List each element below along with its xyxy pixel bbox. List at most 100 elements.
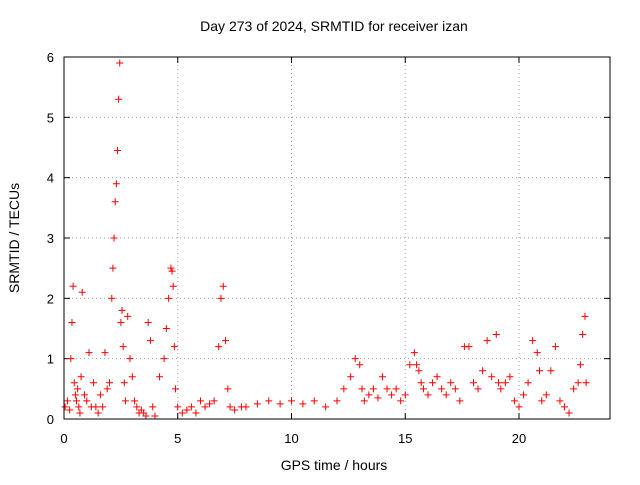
y-tick-label: 3 bbox=[47, 231, 54, 246]
data-point bbox=[113, 147, 121, 155]
data-point bbox=[126, 355, 134, 363]
data-point bbox=[170, 343, 178, 351]
data-points bbox=[61, 59, 590, 420]
data-point bbox=[556, 397, 564, 405]
data-point bbox=[288, 397, 295, 405]
data-point bbox=[106, 379, 113, 387]
data-point bbox=[80, 391, 88, 399]
data-point bbox=[374, 394, 382, 402]
data-point bbox=[347, 373, 355, 381]
data-point bbox=[217, 294, 225, 302]
data-point bbox=[392, 385, 400, 393]
data-point bbox=[383, 385, 391, 393]
y-tick-label: 4 bbox=[47, 171, 54, 186]
data-point bbox=[365, 391, 373, 399]
y-tick-label: 5 bbox=[47, 110, 54, 125]
data-point bbox=[162, 325, 170, 332]
data-point bbox=[215, 343, 223, 351]
x-tick-label: 10 bbox=[284, 431, 298, 446]
data-point bbox=[124, 312, 132, 320]
data-point bbox=[424, 391, 432, 399]
data-point bbox=[565, 409, 573, 417]
data-point bbox=[582, 379, 590, 387]
data-point bbox=[210, 397, 218, 405]
data-point bbox=[73, 397, 81, 405]
data-point bbox=[178, 409, 186, 417]
data-point bbox=[111, 198, 119, 206]
data-point bbox=[94, 409, 102, 417]
data-point bbox=[112, 180, 120, 188]
data-point bbox=[151, 412, 159, 420]
data-point bbox=[510, 397, 518, 405]
x-axis-label: GPS time / hours bbox=[281, 457, 388, 473]
data-point bbox=[156, 373, 164, 381]
data-point bbox=[103, 385, 111, 393]
data-point bbox=[551, 343, 559, 351]
data-point bbox=[197, 397, 204, 405]
data-point bbox=[226, 403, 234, 411]
data-point bbox=[410, 349, 418, 357]
data-point bbox=[110, 234, 118, 242]
data-point bbox=[547, 367, 555, 375]
data-point bbox=[520, 391, 528, 399]
data-point bbox=[63, 397, 71, 405]
x-tick-label: 20 bbox=[512, 431, 526, 446]
data-point bbox=[310, 397, 318, 405]
y-tick-label: 0 bbox=[47, 412, 54, 427]
data-point bbox=[224, 385, 232, 393]
data-point bbox=[99, 403, 107, 411]
data-point bbox=[438, 385, 446, 393]
data-point bbox=[174, 403, 182, 411]
data-point bbox=[92, 403, 100, 411]
data-point bbox=[465, 343, 473, 351]
data-point bbox=[90, 379, 98, 387]
data-point bbox=[118, 306, 126, 314]
data-point bbox=[542, 391, 550, 399]
data-point bbox=[576, 361, 584, 369]
data-point bbox=[388, 391, 396, 399]
data-point bbox=[419, 385, 427, 393]
data-point bbox=[242, 403, 250, 411]
data-point bbox=[442, 391, 450, 399]
data-point bbox=[201, 403, 209, 411]
data-point bbox=[169, 282, 177, 290]
data-point bbox=[379, 373, 386, 381]
data-point bbox=[119, 343, 127, 351]
data-point bbox=[360, 397, 368, 405]
data-point bbox=[474, 385, 482, 393]
y-tick-label: 1 bbox=[47, 352, 54, 367]
data-point bbox=[415, 367, 423, 375]
data-point bbox=[451, 385, 459, 393]
x-tick-label: 5 bbox=[174, 431, 181, 446]
chart-title: Day 273 of 2024, SRMTID for receiver iza… bbox=[200, 18, 468, 34]
data-point bbox=[171, 385, 179, 393]
data-point bbox=[406, 361, 414, 369]
data-point bbox=[70, 379, 78, 387]
data-point bbox=[192, 409, 200, 417]
data-point bbox=[538, 397, 546, 405]
plot-frame bbox=[63, 56, 611, 420]
data-point bbox=[417, 379, 425, 387]
data-point bbox=[109, 264, 117, 272]
data-point bbox=[121, 397, 129, 405]
data-point bbox=[117, 318, 125, 326]
data-point bbox=[397, 397, 405, 405]
data-point bbox=[76, 409, 84, 417]
data-point bbox=[66, 406, 74, 414]
data-point bbox=[168, 267, 176, 275]
data-point bbox=[483, 337, 491, 345]
data-point bbox=[497, 385, 505, 393]
data-point bbox=[253, 400, 261, 408]
y-tick-label: 2 bbox=[47, 291, 54, 306]
data-point bbox=[561, 403, 568, 411]
data-point bbox=[447, 379, 455, 387]
data-point bbox=[333, 397, 341, 405]
data-point bbox=[167, 264, 175, 272]
data-point bbox=[61, 403, 69, 411]
data-point bbox=[149, 403, 157, 411]
data-point bbox=[144, 318, 152, 326]
y-tick-label: 6 bbox=[47, 50, 54, 65]
data-point bbox=[231, 406, 239, 414]
grid-lines bbox=[64, 57, 610, 419]
x-tick-label: 15 bbox=[398, 431, 412, 446]
